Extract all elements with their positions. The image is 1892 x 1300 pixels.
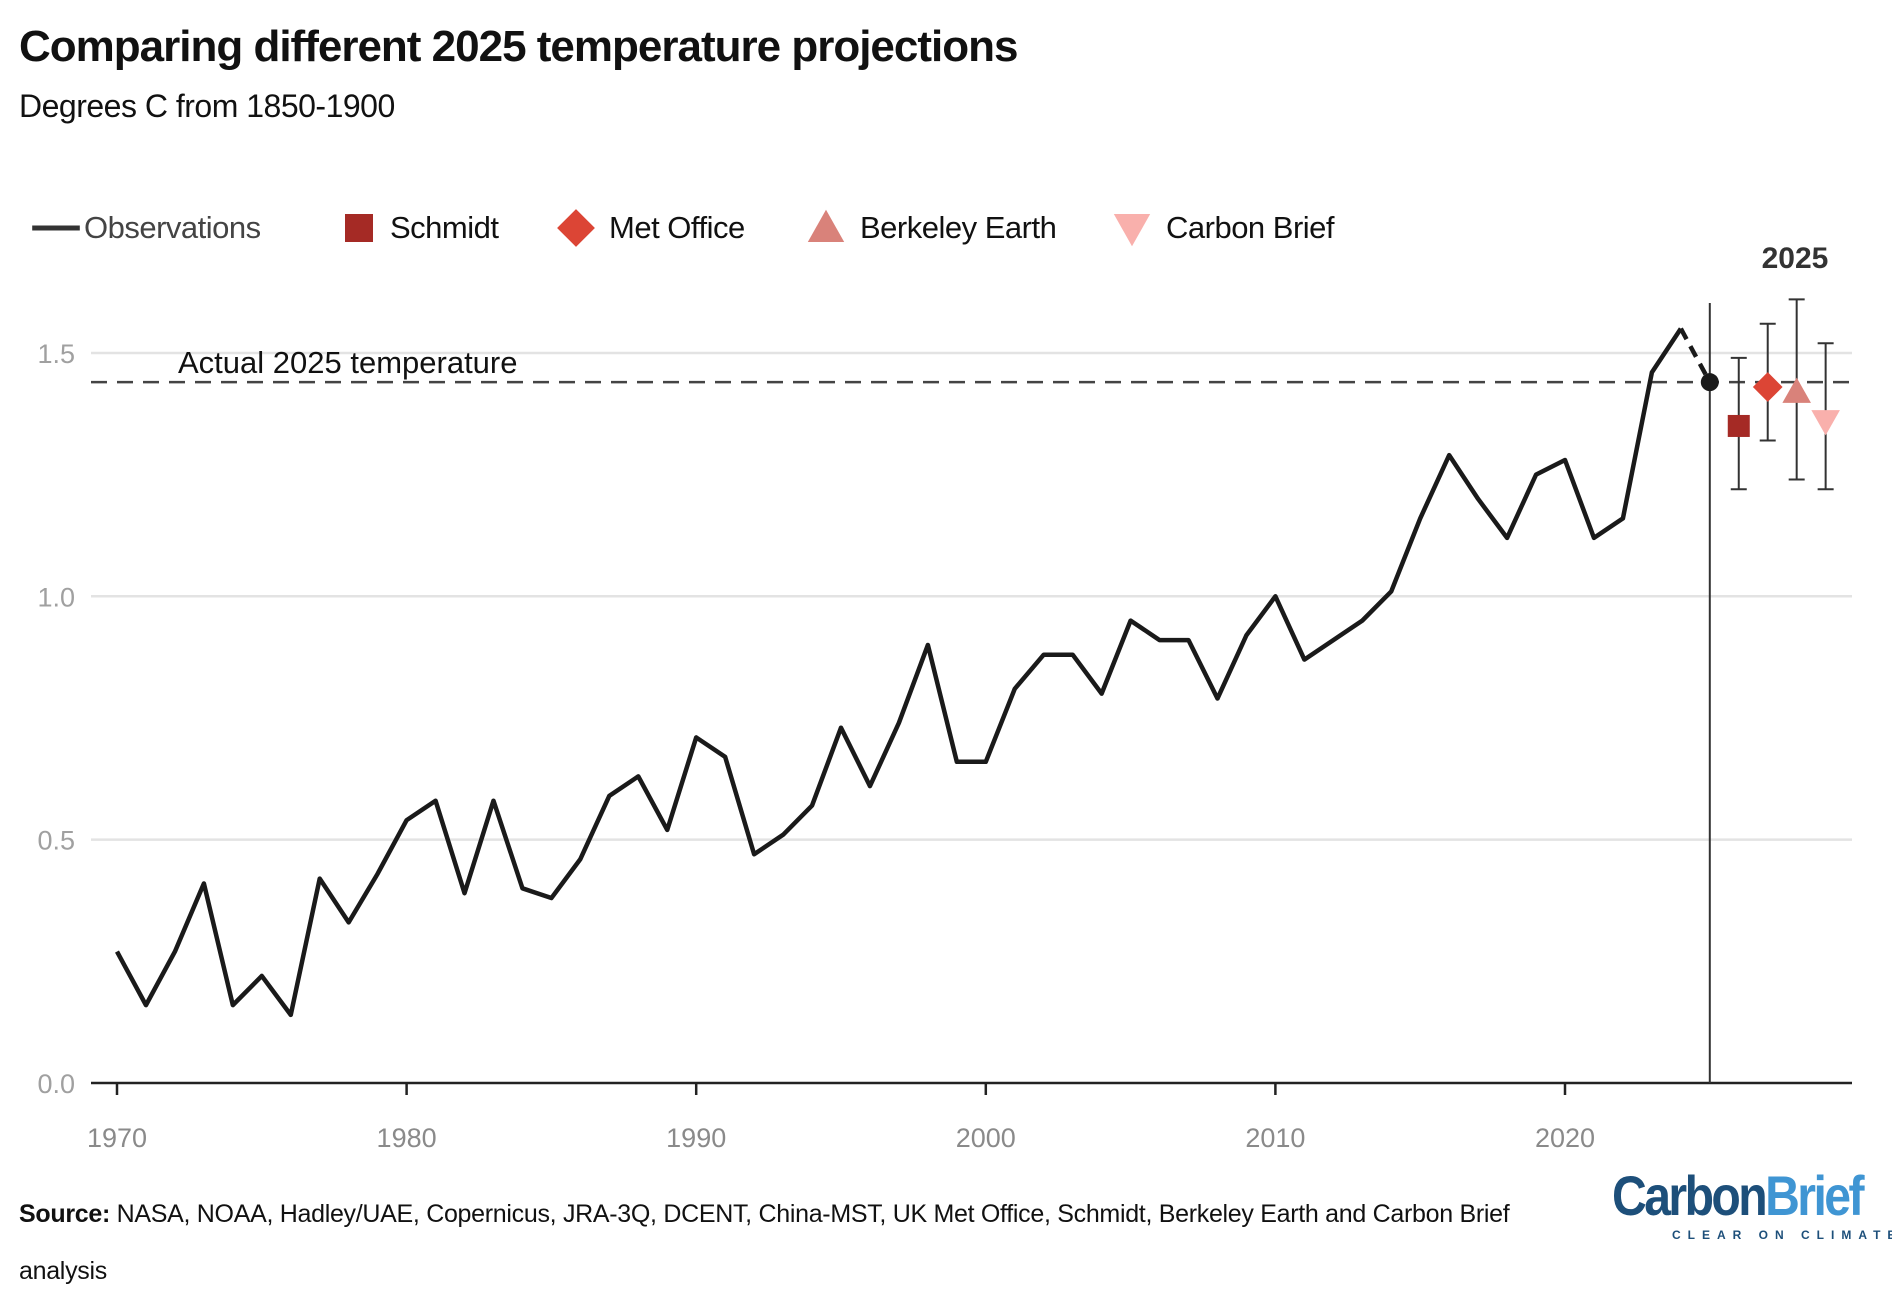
logo-wordmark: CarbonBrief [1612,1166,1844,1226]
observations-line [117,329,1681,1015]
reference-line-label: Actual 2025 temperature [178,345,518,380]
observation-2025-point [1701,373,1719,391]
carbon-brief-logo: CarbonBrief CLEAR ON CLIMATE [1612,1166,1882,1242]
source-label: Source: [19,1200,110,1228]
x-tick-label: 2010 [1245,1123,1305,1153]
legend-label-berkeley-earth: Berkeley Earth [860,210,1056,246]
projection-marker-met-office [1753,372,1783,402]
y-tick-label: 0.0 [37,1069,75,1099]
year-2025-label: 2025 [1762,242,1829,275]
x-tick-label: 1970 [87,1123,147,1153]
legend-label-carbon-brief: Carbon Brief [1166,210,1334,246]
legend-marker-schmidt [345,214,373,242]
source-note: Source: NASA, NOAA, Hadley/UAE, Copernic… [19,1186,1579,1300]
projection-marker-carbon-brief [1811,410,1840,435]
x-tick-label: 1980 [377,1123,437,1153]
logo-tagline: CLEAR ON CLIMATE [1672,1228,1882,1242]
legend-marker-berkeley-earth [808,210,844,242]
x-tick-label: 1990 [666,1123,726,1153]
x-tick-label: 2020 [1535,1123,1595,1153]
legend-label-schmidt: Schmidt [390,210,498,246]
x-tick-label: 2000 [956,1123,1016,1153]
y-tick-label: 1.5 [37,339,75,369]
legend-marker-carbon-brief [1114,214,1150,246]
legend-label-observations: Observations [84,210,261,246]
source-text: NASA, NOAA, Hadley/UAE, Copernicus, JRA-… [19,1200,1509,1285]
y-tick-label: 0.5 [37,826,75,856]
legend-label-met-office: Met Office [609,210,745,246]
observations-dashed-segment [1681,329,1710,383]
y-tick-label: 1.0 [37,582,75,612]
legend-marker-met-office [557,209,595,247]
projection-marker-schmidt [1728,415,1750,437]
